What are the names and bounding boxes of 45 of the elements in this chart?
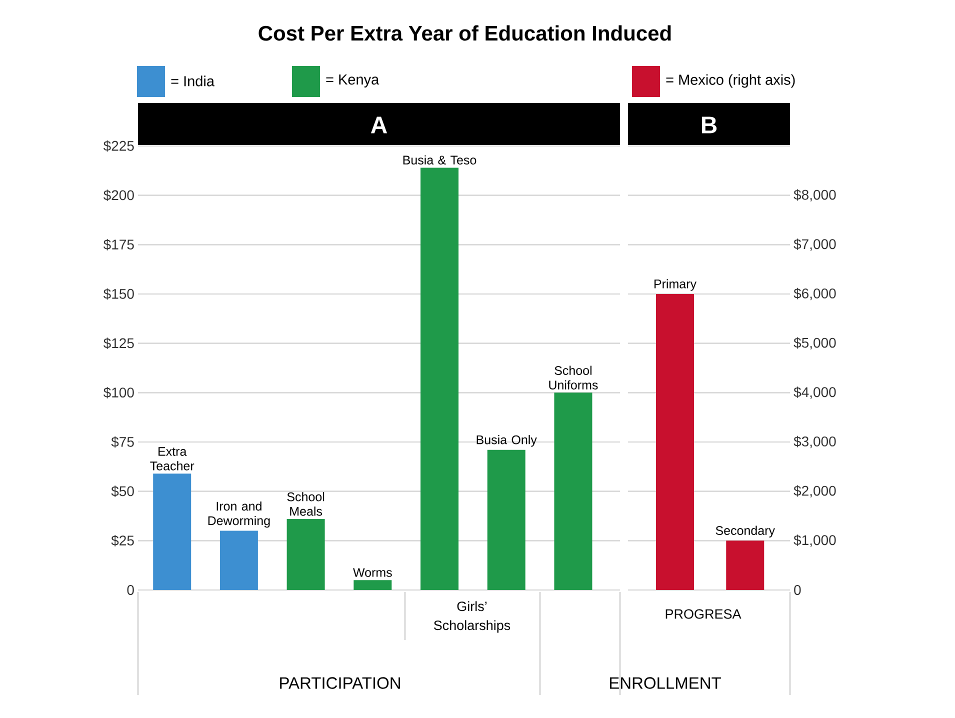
y-tick-label: $1,000 (794, 534, 836, 547)
y-tick-label: $3,000 (794, 436, 836, 448)
y-tick-label: $200 (103, 190, 134, 201)
y-tick-label: $225 (103, 140, 134, 152)
y-tick-label: $8,000 (794, 189, 836, 202)
y-tick-label: $125 (103, 338, 134, 349)
x-tick-label: School Meals (287, 492, 324, 516)
legend-label: = Mexico (right axis) (666, 74, 795, 88)
bar (220, 530, 258, 590)
y-tick-label: $4,000 (794, 386, 836, 399)
x-tick-label: Iron and Deworming (208, 501, 270, 528)
text: B (702, 116, 717, 134)
y-tick-label: $50 (111, 486, 134, 497)
x-tick-label: Busia & Teso (403, 155, 476, 165)
y-tick-label: $7,000 (794, 238, 836, 251)
text: A (370, 116, 388, 134)
y-tick-label: $150 (103, 288, 134, 300)
bar (554, 392, 592, 590)
legend-label: = India (171, 76, 214, 86)
text: PROGRESA (666, 609, 742, 619)
y-tick-label: $75 (111, 436, 134, 448)
y-tick-label: $5,000 (794, 337, 836, 350)
y-tick-label: $2,000 (794, 485, 836, 498)
text: ENROLLMENT (610, 677, 721, 689)
y-tick-label: 0 (794, 585, 801, 595)
y-tick-label: $100 (103, 386, 134, 398)
x-tick-label: Worms (353, 568, 392, 577)
x-tick-label: Primary (654, 279, 696, 291)
text: PARTICIPATION (280, 677, 400, 689)
bar (354, 580, 392, 590)
bar (487, 450, 526, 590)
legend-label: = Kenya (326, 74, 380, 88)
x-tick-label: Secondary (716, 526, 775, 538)
y-tick-label: $25 (111, 534, 134, 546)
bar (420, 168, 459, 590)
x-tick-label: Busia Only (476, 435, 537, 447)
y-tick-label: 0 (127, 585, 134, 595)
x-tick-label: Extra Teacher (150, 447, 194, 470)
x-tick-label: School Uniforms (549, 366, 598, 390)
y-tick-label: $175 (103, 238, 134, 250)
chart-title: Cost Per Extra Year of Education Induced (258, 25, 671, 41)
y-tick-label: $6,000 (794, 288, 836, 300)
bar (153, 474, 192, 590)
bar (286, 518, 325, 590)
text: Girls’ Scholarships (434, 601, 510, 633)
